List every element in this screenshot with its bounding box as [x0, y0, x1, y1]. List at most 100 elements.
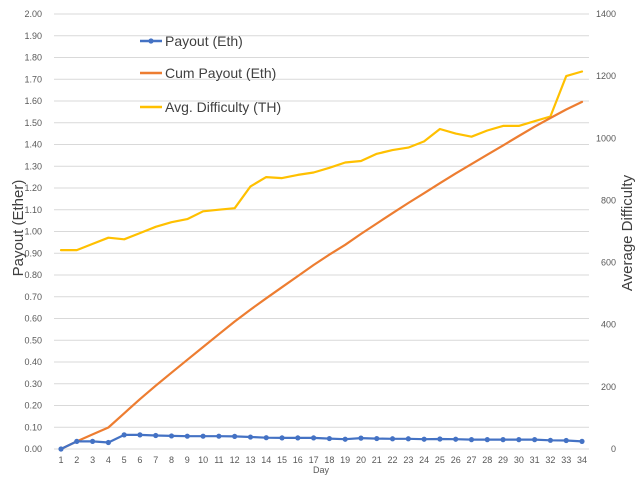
- y-left-tick-label: 0.80: [24, 270, 42, 280]
- y-left-tick-label: 1.30: [24, 161, 42, 171]
- y-right-tick-label: 200: [601, 382, 616, 392]
- x-tick-label: 8: [169, 455, 174, 465]
- y-left-tick-label: 1.20: [24, 183, 42, 193]
- y-right-tick-label: 1400: [596, 9, 616, 19]
- data-point: [374, 435, 380, 442]
- series-line-1: [59, 100, 584, 451]
- data-point: [121, 432, 127, 438]
- y-left-tick-label: 1.90: [24, 31, 42, 41]
- x-tick-label: 20: [356, 455, 366, 465]
- data-point: [184, 433, 190, 439]
- x-tick-label: 16: [293, 455, 303, 465]
- x-tick-label: 11: [214, 455, 223, 465]
- y-right-tick-label: 800: [601, 195, 616, 205]
- y-left-tick-label: 2.00: [24, 9, 42, 19]
- y-left-tick-label: 0.10: [24, 422, 42, 432]
- data-point: [153, 432, 159, 439]
- data-point: [105, 439, 111, 446]
- x-tick-label: 24: [419, 455, 429, 465]
- x-tick-label: 15: [277, 455, 287, 465]
- x-tick-label: 6: [137, 455, 142, 465]
- y-left-tick-label: 0.20: [24, 401, 42, 411]
- x-tick-label: 10: [198, 455, 208, 465]
- data-point: [311, 435, 317, 441]
- x-tick-label: 18: [324, 455, 334, 465]
- series-line-2: [59, 70, 584, 252]
- x-tick-label: 1: [58, 455, 63, 465]
- x-axis-title: Day: [313, 465, 330, 475]
- data-point: [342, 436, 348, 442]
- data-point: [74, 438, 80, 444]
- y-left-tick-label: 0.00: [24, 444, 42, 454]
- x-tick-label: 29: [498, 455, 508, 465]
- data-point: [326, 435, 332, 442]
- data-point: [547, 437, 554, 443]
- x-tick-label: 3: [90, 455, 95, 465]
- right-axis-ticks: 0 200 400 600 800 1000 1200 1400: [596, 9, 616, 454]
- x-tick-label: 4: [106, 455, 111, 465]
- y-left-tick-label: 1.50: [24, 118, 42, 128]
- data-point: [389, 436, 396, 442]
- x-tick-label: 21: [372, 455, 382, 465]
- x-tick-label: 2: [74, 455, 79, 465]
- y-right-tick-label: 400: [601, 320, 616, 330]
- data-point: [563, 437, 569, 444]
- x-tick-label: 7: [153, 455, 158, 465]
- x-tick-label: 22: [388, 455, 398, 465]
- y-left-tick-label: 0.60: [24, 314, 42, 324]
- y-right-tick-label: 0: [611, 444, 616, 454]
- data-point: [421, 436, 427, 442]
- x-tick-label: 34: [577, 455, 587, 465]
- y-left-tick-label: 1.80: [24, 53, 42, 63]
- x-tick-label: 32: [545, 455, 555, 465]
- data-point: [137, 432, 143, 438]
- x-tick-label: 17: [309, 455, 319, 465]
- data-point: [500, 437, 506, 443]
- data-point: [516, 437, 522, 443]
- y-left-tick-label: 0.40: [24, 357, 42, 367]
- data-point: [58, 446, 64, 452]
- data-point: [247, 434, 254, 440]
- legend-item-cum-payout: Cum Payout (Eth): [140, 65, 276, 81]
- gridlines: [54, 13, 589, 450]
- y-left-tick-label: 0.30: [24, 379, 42, 389]
- data-point: [484, 437, 490, 443]
- data-point: [263, 435, 269, 441]
- x-tick-label: 27: [466, 455, 476, 465]
- legend-label-cum-payout: Cum Payout (Eth): [165, 65, 276, 81]
- data-point: [468, 437, 475, 443]
- x-tick-label: 28: [482, 455, 492, 465]
- legend-item-payout: Payout (Eth): [140, 33, 243, 49]
- y-left-tick-label: 0.90: [24, 248, 42, 258]
- x-tick-label: 25: [435, 455, 445, 465]
- x-axis-ticks: 1 2 3 4 5 6 7 8 9 10 11 12 13 14 15 16 17 18 19 20 21 22 23 24 2…: [58, 455, 587, 465]
- data-point: [216, 433, 222, 439]
- x-tick-label: 30: [514, 455, 524, 465]
- data-point: [453, 436, 459, 442]
- data-point: [405, 436, 411, 442]
- y-left-tick-label: 0.70: [24, 292, 42, 302]
- x-tick-label: 12: [230, 455, 240, 465]
- legend: Payout (Eth) Cum Payout (Eth) Avg. Diffi…: [140, 33, 281, 115]
- y-left-tick-label: 1.10: [24, 205, 42, 215]
- y-axis-left-title: Payout (Ether): [10, 180, 27, 277]
- x-tick-label: 33: [561, 455, 571, 465]
- y-left-tick-label: 1.40: [24, 140, 42, 150]
- y-left-tick-label: 1.70: [24, 74, 42, 84]
- x-tick-label: 14: [261, 455, 271, 465]
- series-line-0: [59, 433, 584, 451]
- x-tick-label: 31: [530, 455, 540, 465]
- data-point: [200, 433, 206, 439]
- data-point: [89, 438, 96, 444]
- y-left-tick-label: 1.60: [24, 96, 42, 106]
- x-tick-label: 23: [403, 455, 413, 465]
- data-point: [437, 436, 443, 442]
- series-lines: [58, 70, 585, 452]
- x-tick-label: 13: [245, 455, 255, 465]
- legend-label-payout: Payout (Eth): [165, 33, 243, 49]
- data-point: [532, 437, 538, 443]
- x-tick-label: 5: [122, 455, 127, 465]
- x-tick-label: 19: [340, 455, 350, 465]
- legend-label-avg-difficulty: Avg. Difficulty (TH): [165, 99, 281, 115]
